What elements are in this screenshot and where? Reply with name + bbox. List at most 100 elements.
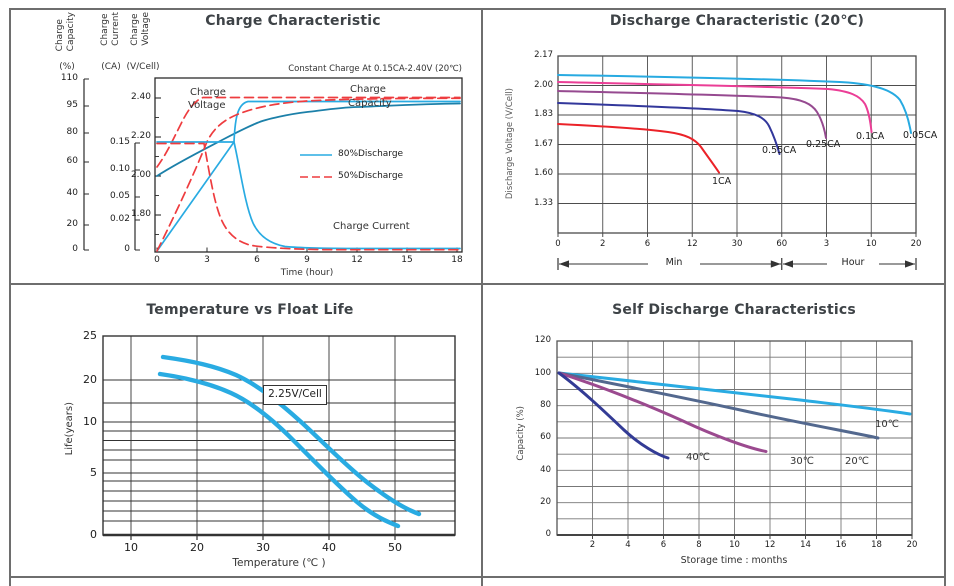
float-life-y-axis-label: Life(years) bbox=[64, 402, 75, 456]
charge-current-curve-label: Charge Current bbox=[333, 221, 410, 232]
curve-label-01ca: 0.1CA bbox=[856, 131, 885, 142]
float-life-x-axis-label: Temperature (℃ ) bbox=[232, 557, 326, 569]
self-y-tick: 100 bbox=[534, 367, 551, 378]
chart-discharge-title: Discharge Characteristic (20℃) bbox=[609, 13, 865, 29]
self-y-tick: 20 bbox=[540, 497, 551, 508]
curve-label-30c: 30℃ bbox=[790, 456, 814, 467]
charge-x-tick: 9 bbox=[304, 255, 310, 265]
float-x-tick: 50 bbox=[388, 541, 402, 554]
discharge-y-axis-label: Discharge Voltage (V/Cell) bbox=[505, 88, 515, 200]
voltage-unit-label: (V/Cell) bbox=[126, 62, 160, 72]
chart-charge-title: Charge Characteristic bbox=[205, 13, 381, 29]
charge-x-tick: 6 bbox=[254, 255, 260, 265]
self-y-tick: 80 bbox=[540, 400, 551, 411]
self-x-tick: 4 bbox=[625, 540, 631, 550]
charge-capacity-tick: 20 bbox=[66, 219, 78, 230]
charge-current-tick: 0.02 bbox=[109, 214, 130, 225]
charge-capacity-tick: 40 bbox=[66, 188, 78, 199]
charge-voltage-curve-label-line1: Charge bbox=[190, 87, 226, 98]
curve-label-40c: 40℃ bbox=[686, 452, 710, 463]
curve-label-10c: 10℃ bbox=[875, 419, 899, 430]
discharge-y-tick: 1.67 bbox=[534, 138, 553, 149]
current-unit-label: (CA) bbox=[101, 62, 121, 72]
charge-capacity-curve-label-line1: Charge bbox=[350, 84, 386, 95]
charge-capacity-tick: 0 bbox=[72, 244, 78, 255]
self-x-tick: 18 bbox=[871, 540, 882, 550]
charge-x-tick: 3 bbox=[204, 255, 210, 265]
charge-x-tick: 18 bbox=[451, 255, 463, 265]
float-y-tick: 20 bbox=[83, 372, 97, 386]
discharge-x-tick: 2 bbox=[600, 239, 606, 249]
legend-50-discharge: 50%Discharge bbox=[338, 171, 404, 181]
float-y-tick: 25 bbox=[83, 328, 97, 342]
charge-capacity-tick: 95 bbox=[66, 100, 78, 111]
curve-label-005ca: 0.05CA bbox=[903, 130, 938, 141]
float-x-tick: 30 bbox=[256, 541, 270, 554]
charge-x-axis-label: Time (hour) bbox=[280, 268, 334, 278]
charge-voltage-curve-label-line2: Voltage bbox=[188, 100, 226, 111]
discharge-x-tick: 12 bbox=[686, 239, 698, 249]
self-x-tick: 2 bbox=[589, 540, 596, 550]
charge-voltage-axis-header: Charge Voltage bbox=[130, 12, 151, 46]
charge-capacity-tick: 110 bbox=[60, 73, 78, 84]
float-y-tick: 0 bbox=[90, 527, 97, 541]
discharge-x-tick: 3 bbox=[823, 239, 830, 249]
float-y-tick: 10 bbox=[83, 414, 97, 428]
curve-label-20c: 20℃ bbox=[845, 456, 869, 467]
self-x-tick: 12 bbox=[764, 540, 776, 550]
charge-voltage-tick: 2.40 bbox=[130, 92, 151, 103]
curve-label-1ca: 1CA bbox=[712, 176, 732, 187]
charge-current-tick: 0 bbox=[124, 244, 130, 255]
discharge-y-tick: 2.17 bbox=[534, 50, 553, 61]
charge-voltage-tick: 1.80 bbox=[130, 209, 151, 220]
charge-capacity-tick: 80 bbox=[66, 127, 78, 138]
min-section-label: Min bbox=[648, 257, 700, 268]
capacity-unit-label: (%) bbox=[59, 62, 75, 72]
discharge-x-tick: 10 bbox=[865, 239, 877, 249]
float-x-tick: 20 bbox=[190, 541, 204, 554]
self-y-tick: 0 bbox=[545, 529, 551, 540]
charge-x-tick: 0 bbox=[154, 255, 160, 265]
charge-capacity-curve-label-line2: Capacity bbox=[348, 98, 392, 109]
hour-section-label: Hour bbox=[827, 257, 879, 268]
discharge-x-tick: 20 bbox=[910, 239, 922, 249]
discharge-y-tick: 1.83 bbox=[534, 109, 553, 120]
self-y-tick: 60 bbox=[540, 432, 551, 443]
charge-current-tick: 0.05 bbox=[109, 191, 130, 202]
charge-current-tick: 0.10 bbox=[109, 164, 130, 175]
discharge-y-tick: 1.60 bbox=[534, 168, 553, 179]
charge-voltage-tick: 2.20 bbox=[130, 131, 151, 142]
discharge-y-tick: 1.33 bbox=[534, 197, 553, 208]
self-discharge-x-axis-label: Storage time : months bbox=[680, 555, 788, 566]
discharge-y-tick: 2.00 bbox=[534, 79, 553, 90]
self-y-tick: 40 bbox=[540, 464, 551, 475]
charge-x-tick: 15 bbox=[401, 255, 413, 265]
self-x-tick: 16 bbox=[835, 540, 847, 550]
self-x-tick: 8 bbox=[696, 540, 702, 550]
charge-condition-annotation: Constant Charge At 0.15CA-2.40V (20℃) bbox=[288, 64, 462, 74]
self-x-tick: 10 bbox=[729, 540, 740, 550]
charge-current-tick: 0.15 bbox=[109, 137, 130, 148]
charge-current-axis-header: Charge Current bbox=[100, 12, 121, 46]
charge-capacity-tick: 60 bbox=[66, 156, 78, 167]
charge-x-tick: 12 bbox=[351, 255, 363, 265]
curve-label-025ca: 0.25CA bbox=[806, 139, 841, 150]
float-x-tick: 10 bbox=[124, 541, 138, 554]
self-x-tick: 14 bbox=[800, 540, 811, 550]
chart-float-life-title: Temperature vs Float Life bbox=[146, 302, 354, 318]
float-y-tick: 5 bbox=[90, 465, 97, 479]
legend-80-discharge: 80%Discharge bbox=[338, 149, 404, 159]
chart-self-discharge-title: Self Discharge Characteristics bbox=[612, 302, 856, 318]
self-x-tick: 20 bbox=[906, 540, 918, 550]
self-y-tick: 120 bbox=[534, 335, 551, 346]
discharge-x-tick: 0 bbox=[555, 239, 561, 249]
discharge-x-tick: 30 bbox=[731, 239, 743, 249]
discharge-x-tick: 60 bbox=[776, 239, 788, 249]
curve-label-055ca: 0.55CA bbox=[762, 145, 797, 156]
self-x-tick: 6 bbox=[660, 540, 667, 550]
discharge-x-tick: 6 bbox=[644, 239, 651, 249]
float-voltage-band-label: 2.25V/Cell bbox=[263, 385, 327, 405]
charge-voltage-tick: 2.00 bbox=[130, 170, 151, 181]
